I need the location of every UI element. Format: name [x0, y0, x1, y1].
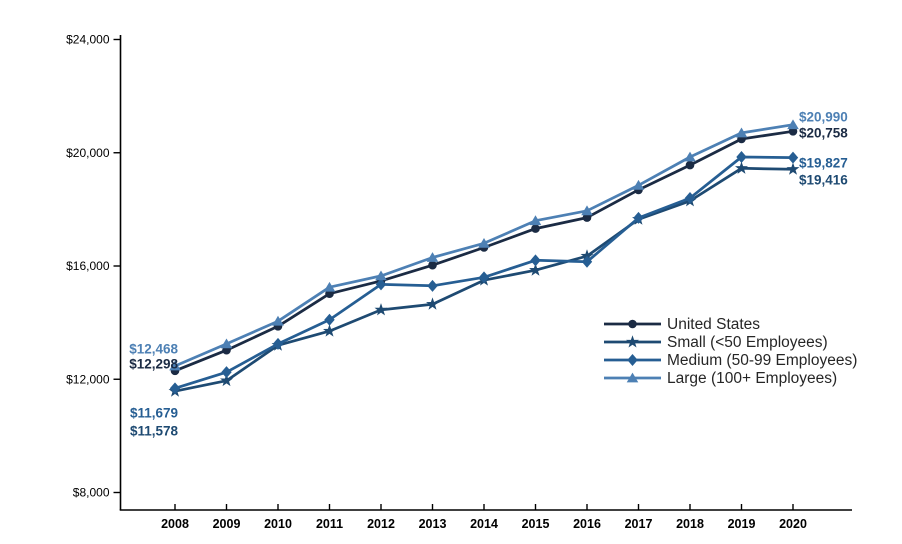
- diamond-marker-medium-50-99-employees: [581, 255, 593, 268]
- triangle-marker-large-100-employees: [581, 205, 593, 216]
- end-value-label: $20,758: [799, 126, 848, 141]
- y-tick-label: $16,000: [66, 259, 110, 273]
- circle-marker-united-states: [582, 213, 592, 222]
- x-tick-label: 2012: [367, 517, 395, 531]
- circle-marker-united-states: [685, 160, 695, 170]
- x-tick-label: 2015: [522, 517, 550, 531]
- end-value-label: $19,827: [799, 156, 848, 171]
- circle-marker-united-states: [531, 224, 540, 233]
- legend-item-medium-50-99-employees: Medium (50-99 Employees): [604, 352, 857, 369]
- x-tick-label: 2014: [470, 517, 498, 531]
- end-value-label: $20,990: [799, 110, 848, 125]
- star-marker-small-50-employees: [786, 162, 800, 175]
- legend-star-marker: [626, 335, 639, 348]
- triangle-marker-large-100-employees: [735, 127, 748, 138]
- star-marker-small-50-employees: [426, 297, 439, 310]
- triangle-marker-large-100-employees: [323, 281, 336, 292]
- triangle-marker-large-100-employees: [426, 252, 439, 262]
- diamond-marker-medium-50-99-employees: [684, 192, 696, 205]
- star-marker-small-50-employees: [735, 161, 748, 174]
- start-value-label: $12,298: [129, 357, 178, 372]
- x-tick-label: 2011: [316, 517, 343, 531]
- triangle-marker-large-100-employees: [529, 215, 542, 226]
- start-value-label: $11,578: [130, 424, 179, 439]
- triangle-marker-large-100-employees: [478, 237, 490, 248]
- diamond-marker-medium-50-99-employees: [427, 279, 438, 292]
- triangle-marker-large-100-employees: [220, 338, 233, 349]
- diamond-marker-medium-50-99-employees: [736, 150, 747, 163]
- x-tick-label: 2018: [676, 517, 704, 531]
- start-value-label: $12,468: [129, 342, 178, 357]
- triangle-marker-large-100-employees: [632, 179, 645, 190]
- legend-label: Small (<50 Employees): [667, 334, 828, 351]
- series-large-100-employees: [169, 119, 799, 371]
- diamond-marker-medium-50-99-employees: [633, 211, 644, 224]
- legend-label: Medium (50-99 Employees): [667, 352, 857, 369]
- value-labels-large-100-employees: $12,468 $20,990: [129, 110, 848, 357]
- diamond-marker-medium-50-99-employees: [272, 337, 284, 350]
- x-tick-label: 2019: [728, 517, 756, 531]
- x-tick-label: 2020: [779, 517, 807, 531]
- x-tick-label: 2010: [264, 517, 292, 531]
- legend-item-large-100-employees: Large (100+ Employees): [604, 370, 837, 387]
- y-tick-label: $12,000: [66, 372, 110, 386]
- legend-circle-marker: [628, 319, 637, 329]
- legend-triangle-marker: [626, 372, 639, 383]
- diamond-marker-medium-50-99-employees: [375, 278, 387, 291]
- diamond-marker-medium-50-99-employees: [478, 271, 490, 284]
- diamond-marker-medium-50-99-employees: [221, 366, 232, 379]
- diamond-marker-medium-50-99-employees: [324, 313, 335, 326]
- x-tick-label: 2008: [161, 517, 189, 531]
- triangle-marker-large-100-employees: [787, 119, 799, 130]
- triangle-marker-large-100-employees: [272, 315, 284, 326]
- x-tick-label: 2017: [625, 517, 653, 531]
- y-tick-label: $20,000: [66, 146, 110, 160]
- star-marker-small-50-employees: [374, 303, 388, 316]
- end-value-label: $19,416: [799, 173, 848, 188]
- star-marker-small-50-employees: [220, 373, 233, 387]
- circle-marker-united-states: [788, 126, 798, 136]
- legend-label: United States: [667, 316, 760, 333]
- legend-diamond-marker: [627, 354, 638, 366]
- diamond-marker-medium-50-99-employees: [169, 382, 181, 395]
- diamond-marker-medium-50-99-employees: [787, 151, 799, 164]
- legend-item-small-50-employees: Small (<50 Employees): [604, 334, 828, 351]
- y-tick-label: $24,000: [66, 33, 110, 47]
- start-value-label: $11,679: [130, 406, 178, 421]
- x-tick-label: 2009: [213, 517, 241, 531]
- triangle-marker-large-100-employees: [375, 270, 387, 281]
- value-labels-united-states: $12,298 $20,758: [129, 126, 848, 372]
- diamond-marker-medium-50-99-employees: [530, 254, 541, 267]
- value-labels-medium-50-99-employees: $11,679 $19,827: [130, 156, 848, 421]
- star-marker-small-50-employees: [323, 324, 336, 337]
- value-labels-small-50-employees: $11,578 $19,416: [130, 173, 848, 439]
- star-marker-small-50-employees: [580, 249, 594, 262]
- triangle-marker-large-100-employees: [684, 151, 696, 162]
- x-tick-label: 2016: [573, 517, 601, 531]
- x-tick-label: 2013: [419, 517, 447, 531]
- triangle-marker-large-100-employees: [169, 360, 181, 371]
- axes: $24,000 $20,000 $16,000 $12,000 $8,000 2008 20…: [66, 33, 852, 531]
- circle-marker-united-states: [428, 260, 437, 270]
- series-medium-50-99-employees: [169, 150, 799, 395]
- y-tick-label: $8,000: [73, 486, 110, 500]
- star-marker-small-50-employees: [529, 263, 542, 276]
- legend-item-united-states: United States: [604, 316, 760, 333]
- legend-label: Large (100+ Employees): [667, 370, 837, 387]
